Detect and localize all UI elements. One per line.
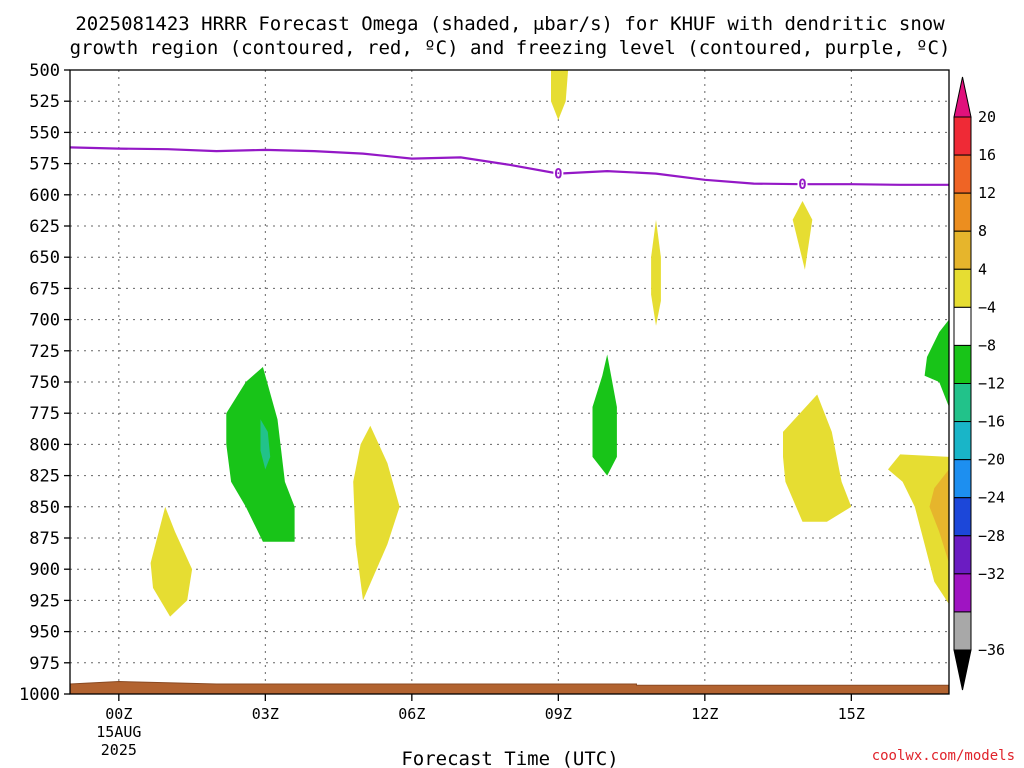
title-line-1: 2025081423 HRRR Forecast Omega (shaded, … bbox=[75, 13, 945, 35]
colorbar-box bbox=[953, 459, 972, 499]
colorbar-box bbox=[953, 230, 972, 270]
gridlines bbox=[70, 69, 949, 695]
y-tick-label: 700 bbox=[29, 311, 60, 331]
y-tick-label: 750 bbox=[29, 373, 60, 393]
y-tick-label: 800 bbox=[29, 435, 60, 455]
y-tick-label: 600 bbox=[29, 186, 60, 206]
y-tick-label: 525 bbox=[29, 92, 60, 112]
terrain bbox=[69, 680, 950, 695]
colorbar-label: 4 bbox=[978, 260, 987, 278]
y-tick-label: 1000 bbox=[19, 685, 60, 705]
y-tick-label: 725 bbox=[29, 342, 60, 362]
colorbar-box bbox=[953, 344, 972, 384]
colorbar-bottom-arrow bbox=[953, 649, 972, 691]
colorbar-box bbox=[953, 383, 972, 423]
colorbar-top-arrow bbox=[953, 76, 972, 118]
chart-title: 2025081423 HRRR Forecast Omega (shaded, … bbox=[70, 13, 951, 59]
x-axis-title: Forecast Time (UTC) bbox=[401, 748, 618, 768]
y-tick-label: 875 bbox=[29, 529, 60, 549]
freezing-level-label-bg bbox=[797, 176, 808, 192]
x-tick-label: 15Z bbox=[838, 705, 865, 723]
x-tick-date: 15AUG bbox=[96, 723, 141, 741]
colorbar-box bbox=[953, 611, 972, 651]
freezing-level-line bbox=[69, 146, 949, 186]
y-tick-label: 950 bbox=[29, 623, 60, 643]
omega-region bbox=[924, 319, 949, 407]
colorbar-label: 16 bbox=[978, 146, 996, 164]
colorbar-box bbox=[953, 535, 972, 575]
omega-region bbox=[551, 70, 569, 120]
colorbar: 20 16 12 8 4 −4 −8 −12 −16 −20 −24 −28 −32 −36 bbox=[953, 76, 1005, 691]
freezing-level: 00 bbox=[69, 146, 949, 193]
y-tick-label: 775 bbox=[29, 404, 60, 424]
colorbar-label: −20 bbox=[978, 451, 1005, 469]
colorbar-label: 20 bbox=[978, 108, 996, 126]
omega-region bbox=[783, 394, 852, 522]
y-tick-label: 500 bbox=[29, 61, 60, 81]
colorbar-label: −16 bbox=[978, 413, 1005, 431]
omega-region bbox=[929, 469, 949, 563]
x-tick-label: 12Z bbox=[691, 705, 718, 723]
colorbar-box bbox=[953, 497, 972, 537]
colorbar-box bbox=[953, 154, 972, 194]
credit-link[interactable]: coolwx.com/models bbox=[872, 748, 1015, 764]
plot-frame bbox=[69, 69, 950, 695]
x-tick-label: 09Z bbox=[545, 705, 572, 723]
colorbar-box bbox=[953, 116, 972, 156]
colorbar-box bbox=[953, 192, 972, 232]
omega-region bbox=[260, 419, 271, 470]
colorbar-label: −4 bbox=[978, 298, 996, 316]
colorbar-box bbox=[953, 268, 972, 308]
colorbar-box bbox=[953, 573, 972, 613]
colorbar-box bbox=[953, 421, 972, 461]
omega-region bbox=[651, 219, 661, 326]
colorbar-label: −8 bbox=[978, 336, 996, 354]
freezing-level-label: 0 bbox=[554, 167, 562, 183]
y-tick-label: 900 bbox=[29, 560, 60, 580]
x-tick-year: 2025 bbox=[101, 741, 137, 759]
y-tick-label: 625 bbox=[29, 217, 60, 237]
y-tick-label: 850 bbox=[29, 498, 60, 518]
colorbar-label: 12 bbox=[978, 184, 996, 202]
y-tick-label: 975 bbox=[29, 654, 60, 674]
colorbar-label: −32 bbox=[978, 565, 1005, 583]
colorbar-label: −28 bbox=[978, 527, 1005, 545]
y-tick-label: 650 bbox=[29, 248, 60, 268]
omega-region bbox=[353, 425, 400, 601]
x-tick-label: 06Z bbox=[398, 705, 425, 723]
colorbar-label: −12 bbox=[978, 375, 1005, 393]
freezing-level-label: 0 bbox=[798, 177, 806, 193]
colorbar-label: −36 bbox=[978, 641, 1005, 659]
freezing-level-label-bg bbox=[553, 165, 564, 181]
terrain-fill bbox=[69, 680, 950, 695]
colorbar-label: 8 bbox=[978, 222, 987, 240]
omega-region bbox=[592, 354, 617, 476]
y-tick-label: 825 bbox=[29, 467, 60, 487]
omega-region bbox=[792, 201, 813, 270]
title-line-2: growth region (contoured, red, ºC) and f… bbox=[70, 37, 951, 59]
colorbar-label: −24 bbox=[978, 489, 1005, 507]
omega-shading bbox=[150, 70, 949, 617]
omega-region bbox=[150, 506, 193, 617]
y-tick-label: 675 bbox=[29, 279, 60, 299]
y-tick-label: 550 bbox=[29, 123, 60, 143]
x-tick-label: 00Z bbox=[105, 705, 132, 723]
omega-region bbox=[226, 367, 295, 542]
x-tick-label: 03Z bbox=[252, 705, 279, 723]
y-tick-label: 925 bbox=[29, 591, 60, 611]
y-axis: 500 525 550 575 600 625 650 675 700 725 750 775 800 8… bbox=[19, 61, 70, 705]
y-tick-label: 575 bbox=[29, 155, 60, 175]
colorbar-box bbox=[953, 306, 972, 346]
